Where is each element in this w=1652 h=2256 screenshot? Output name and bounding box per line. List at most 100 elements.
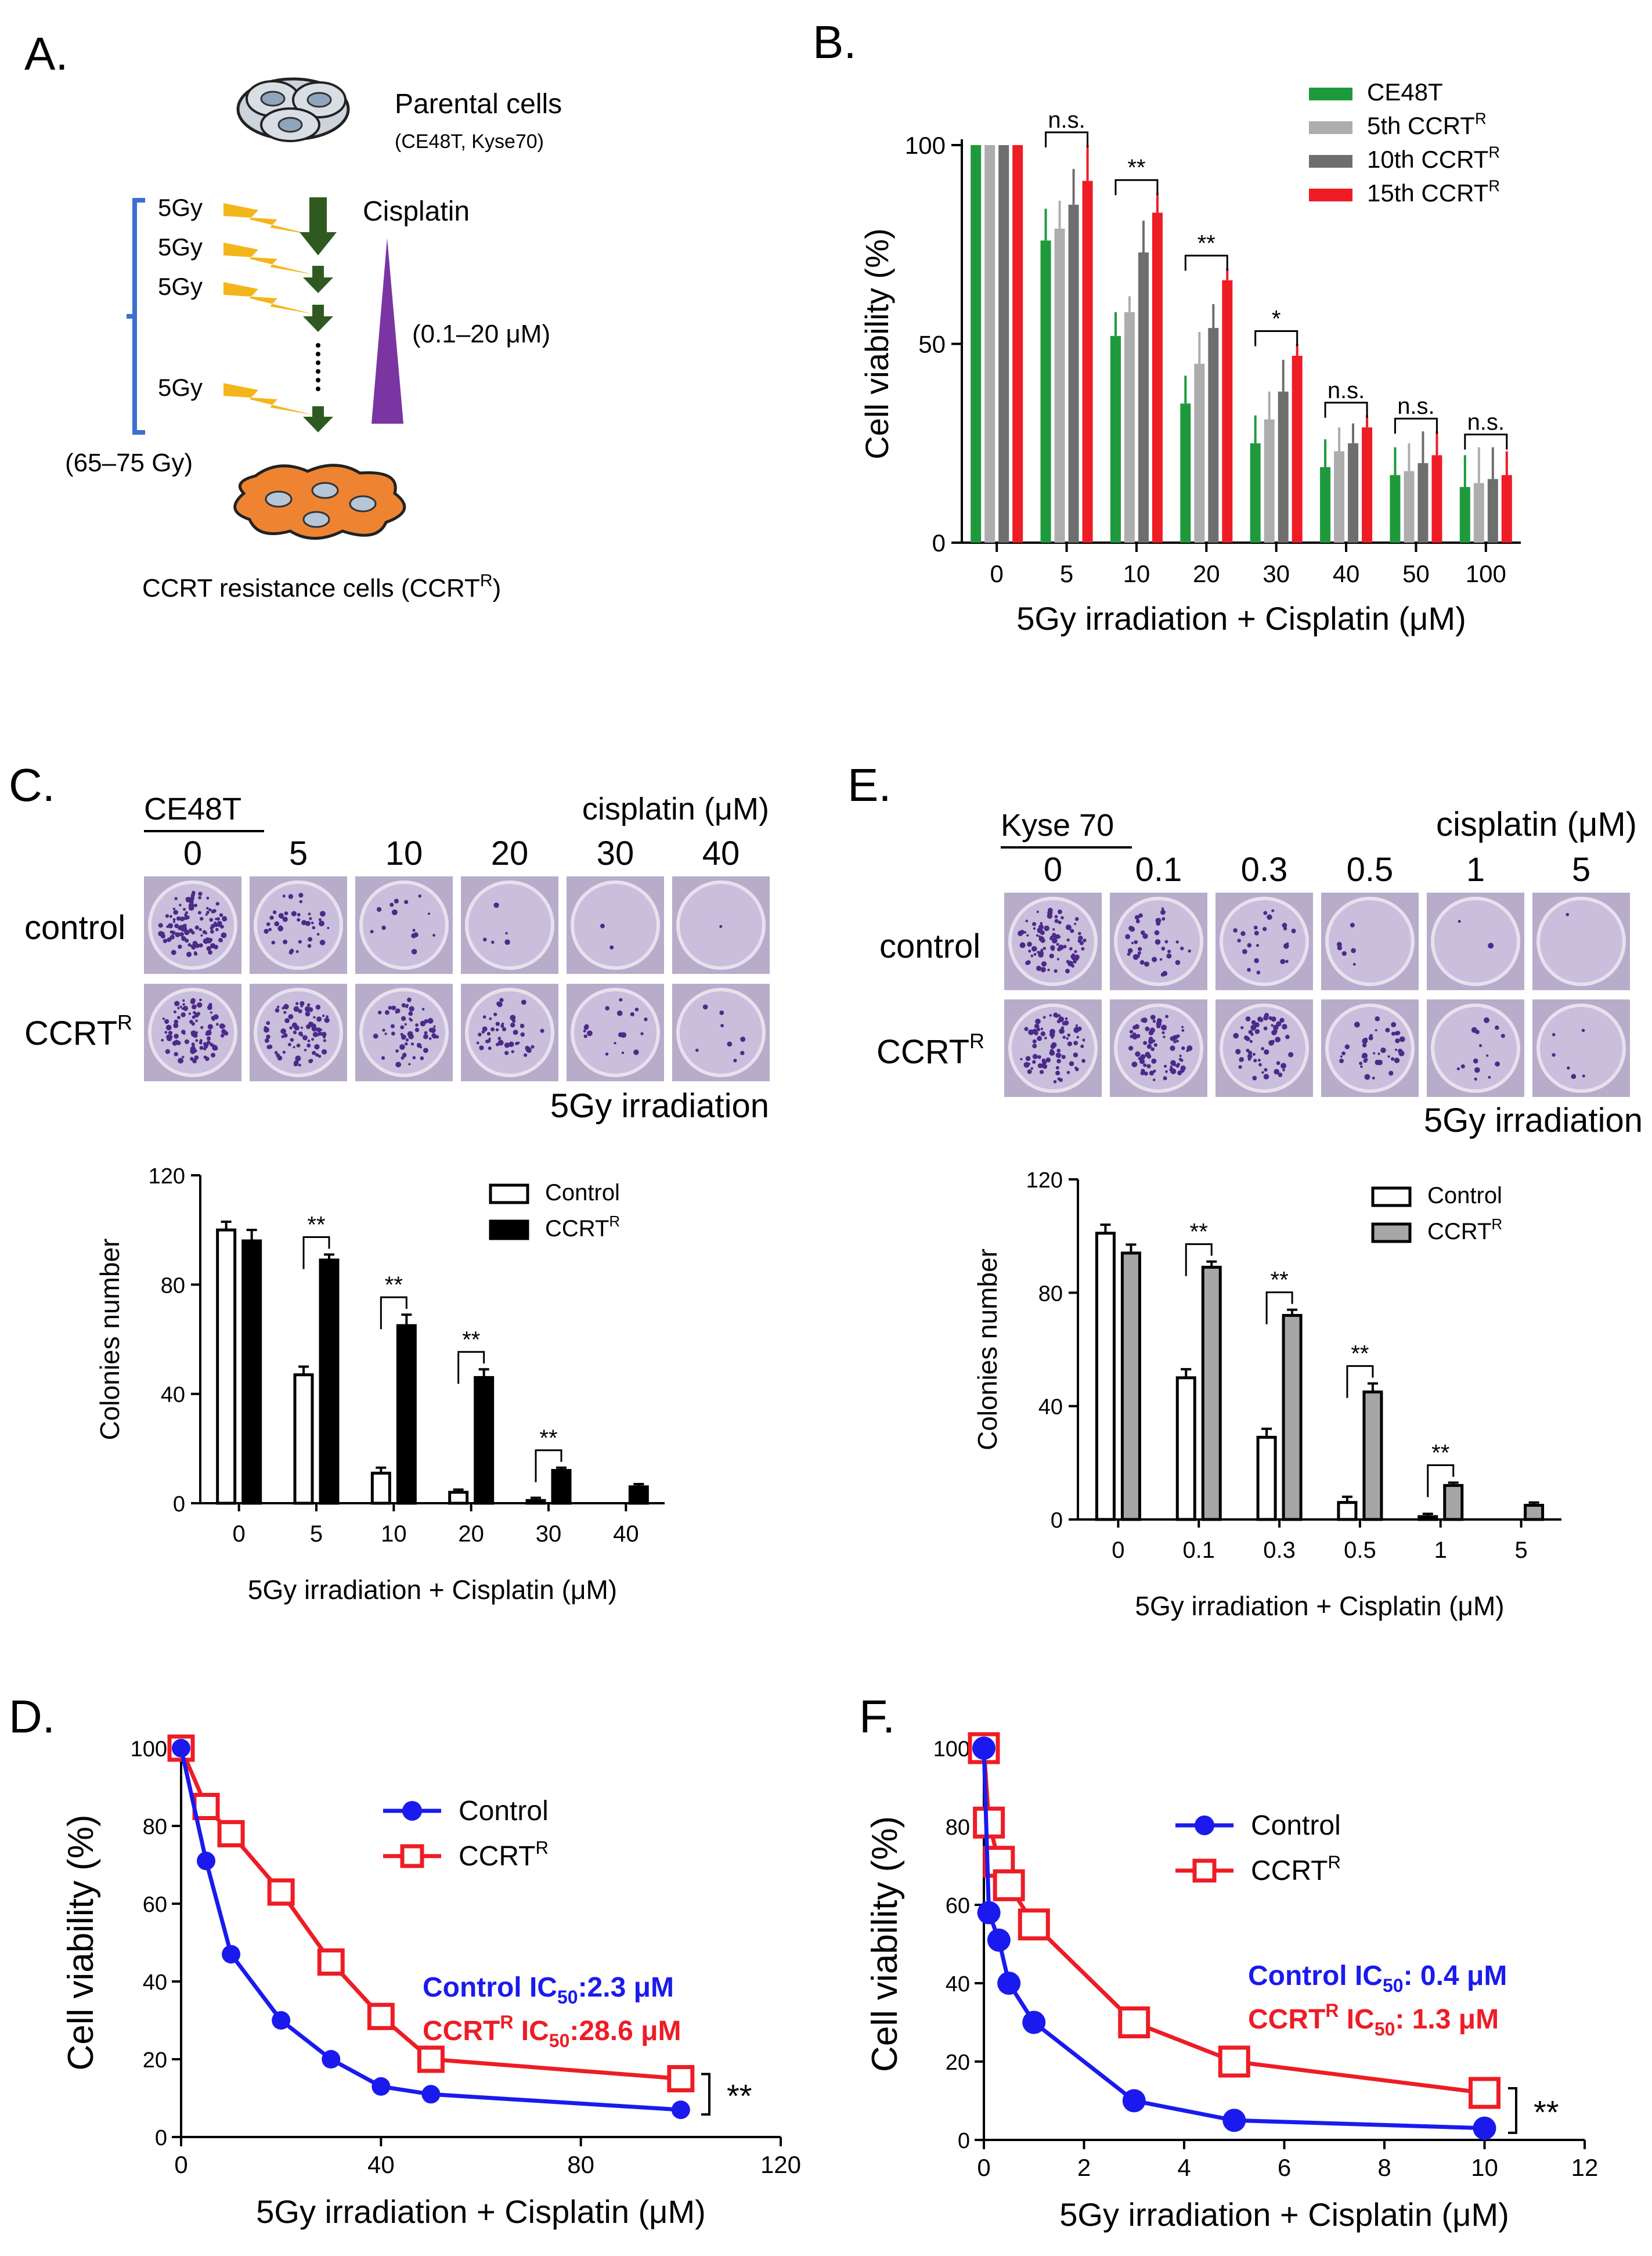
colony-dot — [1175, 940, 1179, 944]
colony-dot — [412, 929, 416, 932]
colony-dot — [1075, 1024, 1079, 1027]
colony-dot — [1237, 939, 1241, 943]
colony-dot — [1177, 1063, 1180, 1066]
colony-dot — [1071, 956, 1076, 961]
colony-dot — [1059, 1078, 1063, 1082]
colony-dot — [1233, 928, 1238, 933]
x-tick-label: 5 — [1514, 1537, 1527, 1563]
data-point — [973, 1806, 1005, 1839]
colony-dot — [1488, 943, 1494, 949]
colony-dot — [195, 1039, 199, 1042]
colony-dot — [1152, 1078, 1156, 1081]
plate-dish — [571, 988, 660, 1077]
x-tick-label: 5 — [1060, 560, 1073, 587]
colony-dot — [298, 893, 304, 898]
label-text: 10th CCRT — [1367, 146, 1488, 173]
colony-dot — [1025, 961, 1030, 965]
plate-dish — [1536, 1004, 1626, 1093]
colony-dot — [269, 915, 274, 920]
colony-dot — [1164, 940, 1168, 944]
concentration-label: (0.1–20 μM) — [412, 320, 550, 348]
colony-dot — [1141, 1018, 1145, 1023]
colony-dot — [1047, 908, 1053, 913]
colony-dot — [220, 1034, 225, 1038]
colony-dot — [1354, 1021, 1360, 1028]
colony-dot — [1458, 919, 1461, 923]
colony-dot — [1399, 1036, 1405, 1042]
label-superscript: R — [1488, 176, 1500, 194]
x-tick-label: 0 — [1112, 1537, 1124, 1563]
bar — [628, 1485, 649, 1505]
x-tick-label: 12 — [1571, 2154, 1599, 2181]
label-text: CCRT — [545, 1216, 609, 1241]
bar — [1348, 443, 1359, 543]
colony-dot — [583, 1034, 587, 1038]
colony-dot — [1263, 911, 1268, 915]
colony-dot — [1143, 1063, 1147, 1067]
colony-dot — [1263, 1074, 1269, 1080]
colony-dot — [1372, 1077, 1375, 1080]
colony-dot — [1019, 942, 1026, 948]
plate-dish — [465, 988, 554, 1077]
colony-dot — [1148, 1037, 1153, 1042]
colony-dot — [1156, 1018, 1162, 1024]
colony-dot — [381, 1056, 385, 1060]
colony-dot — [172, 1041, 178, 1046]
colony-dot — [433, 1025, 436, 1028]
colony-dot — [1256, 944, 1260, 947]
colony-dot — [600, 923, 605, 929]
colony-dot — [1083, 939, 1087, 943]
colony-dot — [1179, 1054, 1182, 1057]
colony-dot — [220, 925, 224, 929]
legend-label: 15th CCRTR — [1367, 176, 1500, 207]
panel-f: F. 0 20 40 60 80 100 0 2 4 6 8 10 12 Cell viability (… — [859, 1691, 1598, 2233]
bar — [1404, 471, 1415, 543]
colony-dot — [1152, 1039, 1156, 1043]
colony-dot — [479, 1045, 484, 1051]
x-tick-label: 50 — [1402, 560, 1430, 587]
colony-dot — [164, 1031, 168, 1034]
colony-dot — [1061, 1055, 1066, 1059]
colony-dot — [493, 902, 499, 908]
colony-dot — [727, 1041, 733, 1047]
colony-dot — [1032, 1053, 1038, 1060]
colony-dot — [1143, 1041, 1148, 1045]
dose-label: 5Gy — [158, 374, 203, 401]
colony-dot — [1181, 1026, 1184, 1028]
colony-dot — [1055, 1015, 1058, 1018]
colony-dot — [1132, 954, 1139, 960]
plate-dish — [359, 880, 449, 970]
significance-label: n.s. — [1328, 378, 1365, 403]
plate-dish — [1325, 1004, 1415, 1093]
colony-dot — [1155, 939, 1161, 945]
panel-f-letter: F. — [859, 1691, 895, 1742]
colony-dot — [1049, 1028, 1055, 1035]
colony-dot — [210, 1011, 212, 1014]
colony-dot — [219, 939, 223, 943]
colony-dot — [1028, 950, 1031, 953]
colony-dot — [158, 923, 163, 928]
colony-dot — [531, 1045, 535, 1049]
colony-dot — [1391, 1031, 1395, 1036]
colony-dot — [633, 1049, 639, 1055]
colony-dot — [1263, 1026, 1268, 1031]
colony-dot — [486, 1031, 491, 1036]
legend-swatch — [1309, 121, 1352, 134]
x-tick-label: 0 — [977, 2154, 990, 2181]
data-point — [371, 2077, 391, 2096]
legend-swatch — [1371, 1222, 1412, 1243]
colony-dot — [1081, 947, 1085, 951]
colony-dot — [306, 1043, 311, 1048]
colony-dot — [322, 1014, 325, 1017]
colony-dot — [315, 1053, 319, 1057]
x-tick-label: 0 — [174, 2151, 187, 2178]
colony-dot — [1058, 944, 1064, 950]
colony-dot — [1131, 941, 1134, 944]
y-tick-label: 40 — [161, 1383, 185, 1407]
colony-dot — [408, 1063, 411, 1066]
colony-dot — [297, 913, 301, 917]
bar — [1250, 443, 1261, 543]
colony-dot — [302, 1035, 308, 1041]
colony-dot — [299, 900, 303, 904]
colony-dot — [1258, 1063, 1262, 1067]
